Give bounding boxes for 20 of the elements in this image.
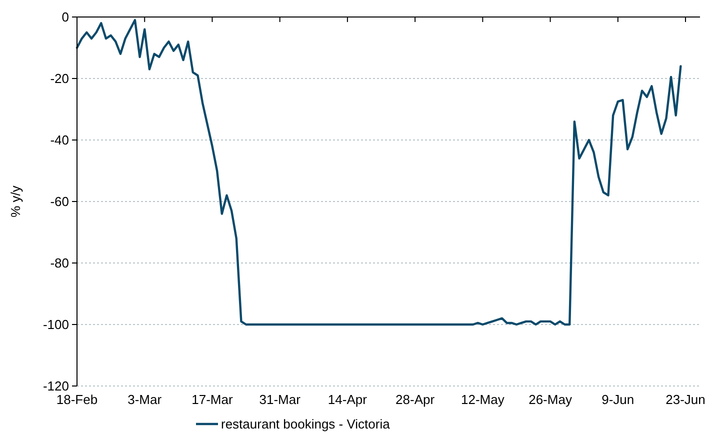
- legend-label: restaurant bookings - Victoria: [221, 416, 391, 432]
- x-tick-label: 17-Mar: [192, 392, 234, 407]
- x-tick-label: 9-Jun: [602, 392, 634, 407]
- x-tick-label: 18-Feb: [56, 392, 98, 407]
- y-tick-label: -40: [50, 132, 69, 148]
- x-tick-label: 14-Apr: [328, 392, 368, 407]
- x-tick-label: 3-Mar: [128, 392, 162, 407]
- line-series: [76, 18, 682, 326]
- x-tick-label: 12-May: [460, 392, 505, 407]
- y-axis-title: % y/y: [8, 185, 23, 218]
- y-tick-label: -100: [42, 317, 69, 332]
- y-tick-label: -60: [50, 194, 69, 210]
- x-tick-label: 23-Jun: [666, 392, 706, 407]
- y-tick-label: -120: [42, 378, 69, 394]
- y-tick-label: 0: [62, 10, 69, 25]
- x-tick-label: 28-Apr: [396, 392, 436, 407]
- x-tick-label: 26-May: [528, 392, 572, 407]
- x-tick-label: 31-Mar: [259, 392, 302, 407]
- y-tick-label: -80: [50, 256, 69, 271]
- y-tick-label: -20: [50, 71, 69, 86]
